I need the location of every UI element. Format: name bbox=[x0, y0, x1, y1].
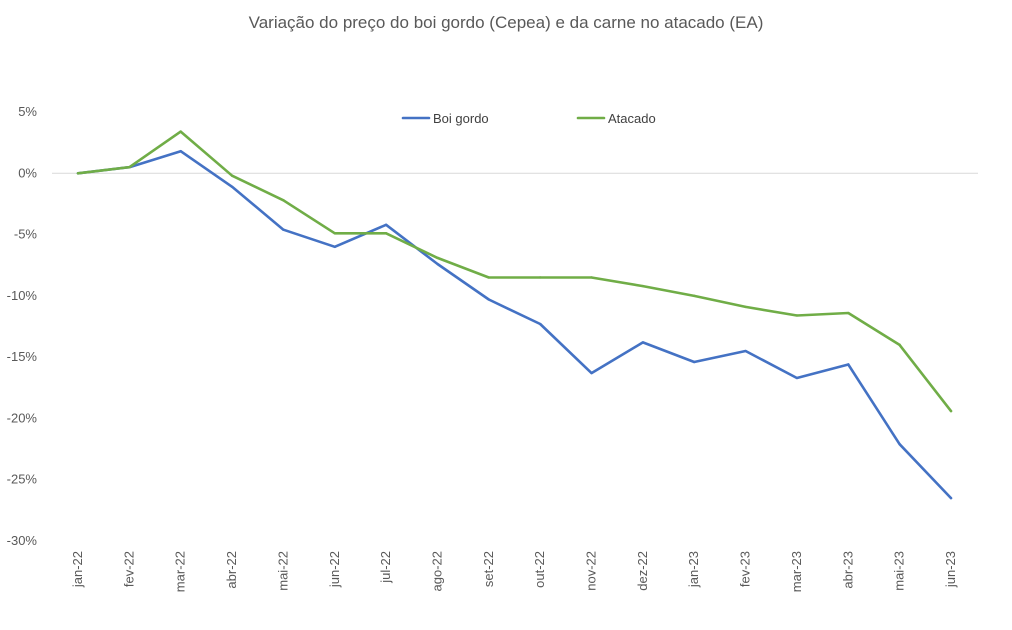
legend: Boi gordo Atacado bbox=[401, 111, 656, 126]
data-point bbox=[641, 284, 645, 288]
data-point bbox=[744, 349, 747, 353]
data-point bbox=[693, 360, 696, 364]
data-point bbox=[333, 245, 336, 249]
x-tick-label: mar-23 bbox=[789, 551, 804, 592]
y-tick-label: -5% bbox=[14, 227, 38, 242]
x-tick-label: jun-23 bbox=[943, 551, 958, 588]
x-tick-label: out-22 bbox=[532, 551, 547, 588]
y-tick-label: 5% bbox=[18, 104, 37, 119]
series-line bbox=[76, 149, 953, 500]
data-point bbox=[538, 322, 542, 326]
y-tick-label: -30% bbox=[7, 533, 38, 548]
x-tick-label: nov-22 bbox=[584, 551, 599, 591]
data-point bbox=[898, 343, 901, 347]
data-point bbox=[179, 150, 182, 153]
data-point bbox=[590, 371, 593, 375]
x-tick-label: dez-22 bbox=[635, 551, 650, 591]
x-tick-label: jan-22 bbox=[70, 551, 85, 588]
series-boi-gordo bbox=[76, 149, 953, 500]
data-point bbox=[230, 185, 234, 188]
data-point bbox=[230, 174, 234, 177]
data-point bbox=[487, 298, 491, 301]
data-point bbox=[76, 172, 80, 175]
series-atacado bbox=[76, 130, 953, 413]
data-point bbox=[847, 363, 850, 366]
x-tick-label: jan-23 bbox=[686, 551, 701, 588]
data-point bbox=[949, 496, 953, 500]
x-tick-label: ago-22 bbox=[429, 551, 444, 591]
data-point bbox=[538, 276, 542, 279]
x-tick-label: abr-22 bbox=[224, 551, 239, 589]
data-point bbox=[282, 228, 285, 231]
x-tick-label: jun-22 bbox=[327, 551, 342, 588]
data-point bbox=[693, 294, 696, 298]
data-point bbox=[641, 341, 645, 344]
y-tick-label: -25% bbox=[7, 472, 38, 487]
series-layer bbox=[76, 130, 953, 500]
x-tick-label: mai-22 bbox=[275, 551, 290, 591]
x-tick-label: set-22 bbox=[481, 551, 496, 587]
legend-label: Boi gordo bbox=[433, 111, 489, 126]
data-point bbox=[949, 409, 953, 413]
data-point bbox=[333, 232, 336, 235]
data-point bbox=[384, 223, 388, 226]
x-tick-label: abr-23 bbox=[840, 551, 855, 589]
data-point bbox=[898, 442, 901, 446]
y-axis: 5% 0% -5% -10% -15% -20% -25% -30% bbox=[7, 104, 978, 548]
legend-label: Atacado bbox=[608, 111, 656, 126]
x-tick-label: fev-23 bbox=[738, 551, 753, 587]
y-tick-label: 0% bbox=[18, 165, 37, 180]
legend-item-atacado: Atacado bbox=[576, 111, 656, 126]
data-point bbox=[128, 165, 131, 169]
data-point bbox=[487, 276, 491, 279]
data-point bbox=[795, 314, 799, 317]
x-axis: jan-22 fev-22 mar-22 abr-22 mai-22 jun-22 jul-… bbox=[70, 551, 958, 592]
x-tick-label: mai-23 bbox=[892, 551, 907, 591]
chart-title: Variação do preço do boi gordo (Cepea) e… bbox=[249, 13, 764, 32]
data-point bbox=[436, 262, 439, 266]
legend-item-boi-gordo: Boi gordo bbox=[401, 111, 489, 126]
data-point bbox=[744, 305, 747, 309]
x-tick-label: mar-22 bbox=[173, 551, 188, 592]
y-tick-label: -20% bbox=[7, 410, 38, 425]
series-line bbox=[76, 130, 953, 413]
data-point bbox=[590, 276, 593, 279]
x-tick-label: fev-22 bbox=[121, 551, 136, 587]
data-point bbox=[179, 130, 182, 133]
data-point bbox=[847, 311, 850, 315]
data-point bbox=[436, 256, 439, 260]
y-tick-label: -15% bbox=[7, 349, 38, 364]
y-tick-label: -10% bbox=[7, 288, 38, 303]
x-tick-label: jul-22 bbox=[378, 551, 393, 584]
data-point bbox=[795, 376, 799, 380]
data-point bbox=[384, 232, 388, 235]
data-point bbox=[282, 199, 285, 202]
